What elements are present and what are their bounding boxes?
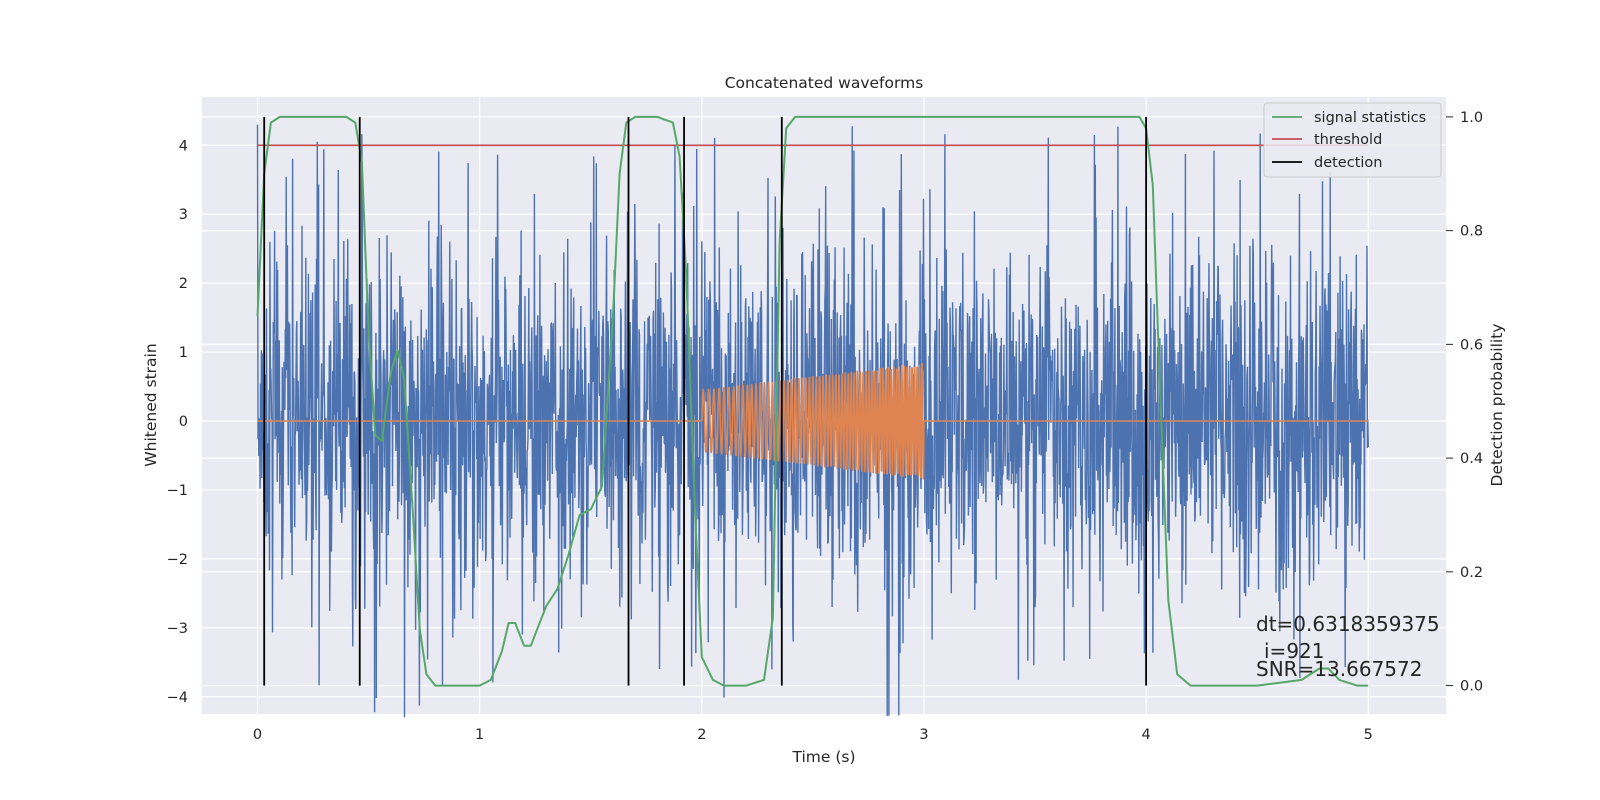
x-tick-label: 1	[475, 727, 484, 743]
y2-axis-ticks: 0.0 0.2 0.4 0.6 0.8 1.0	[1446, 110, 1483, 695]
legend-box	[1263, 102, 1442, 178]
signal-statistics-series	[256, 115, 1369, 687]
strain-series	[256, 124, 1369, 718]
y-tick-label: 2	[179, 276, 188, 292]
legend-threshold-label: threshold	[1314, 132, 1382, 148]
y-tick-label: 0	[179, 414, 188, 430]
y-tick-label: −2	[167, 552, 188, 568]
y-tick-label: 3	[179, 207, 188, 223]
y-tick-label: −4	[167, 690, 188, 706]
x-tick-label: 4	[1141, 727, 1150, 743]
y-tick-label: 1	[179, 345, 188, 361]
strain-line	[256, 124, 1369, 718]
annotation-i: i=921	[1264, 639, 1325, 663]
legend-detection-label: detection	[1314, 155, 1382, 171]
y2-axis-label: Detection probability	[1488, 324, 1506, 487]
x-tick-label: 5	[1364, 727, 1373, 743]
injection-series	[257, 363, 1369, 480]
detection-series	[263, 116, 1148, 686]
annotation-dt: dt=0.6318359375	[1256, 612, 1440, 636]
y-tick-label: 4	[179, 138, 188, 154]
x-axis-ticks: 0 1 2 3 4 5	[253, 727, 1373, 743]
injection-line	[257, 363, 1369, 480]
annotation-snr: SNR=13.667572	[1256, 657, 1422, 681]
y2-tick-label: 0.8	[1460, 224, 1483, 240]
chart-title: Concatenated waveforms	[725, 74, 924, 92]
y-axis-label: Whitened strain	[142, 343, 160, 466]
x-tick-label: 2	[697, 727, 706, 743]
y2-tick-label: 1.0	[1460, 110, 1483, 126]
y-tick-label: −3	[167, 621, 188, 637]
x-tick-label: 3	[919, 727, 928, 743]
y2-tick-label: 0.2	[1460, 565, 1483, 581]
y2-tick-label: 0.0	[1460, 679, 1483, 695]
legend: signal statistics threshold detection	[1263, 102, 1442, 178]
y-tick-label: −1	[167, 483, 188, 499]
signal-statistics-line	[256, 115, 1369, 687]
legend-signal-statistics-label: signal statistics	[1314, 110, 1426, 126]
y2-tick-label: 0.6	[1460, 337, 1483, 353]
x-axis-label: Time (s)	[791, 748, 855, 766]
y-axis-ticks: −4 −3 −2 −1 0 1 2 3 4	[167, 138, 188, 706]
y2-tick-label: 0.4	[1460, 451, 1483, 467]
x-tick-label: 0	[253, 727, 262, 743]
